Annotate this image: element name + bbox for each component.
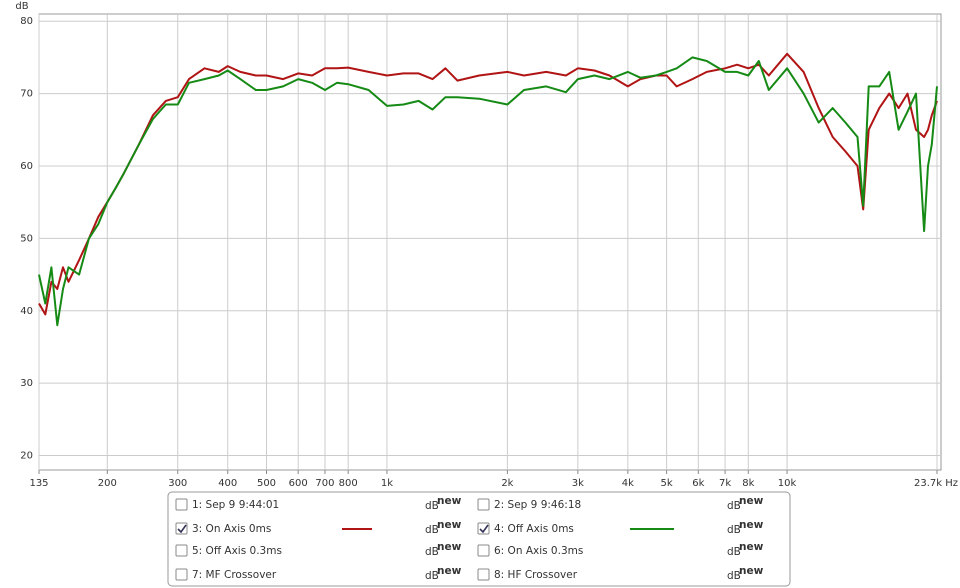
x-tick-label: 7k — [719, 478, 731, 489]
legend-label[interactable]: 5: Off Axis 0.3ms — [192, 545, 282, 557]
legend-label[interactable]: 1: Sep 9 9:44:01 — [192, 499, 279, 511]
x-tick-label: 5k — [661, 478, 673, 489]
legend-badge[interactable]: new — [437, 495, 462, 507]
y-tick-label: 70 — [20, 89, 33, 100]
legend-label[interactable]: 6: On Axis 0.3ms — [494, 545, 583, 557]
legend-badge[interactable]: new — [739, 519, 764, 531]
legend-unit: dB — [425, 546, 439, 558]
legend-badge[interactable]: new — [437, 519, 462, 531]
legend-label[interactable]: 7: MF Crossover — [192, 569, 277, 581]
x-tick-label: 700 — [315, 478, 334, 489]
checkbox[interactable] — [477, 522, 490, 535]
legend-unit: dB — [727, 524, 741, 536]
x-tick-label: 8k — [742, 478, 754, 489]
legend-unit: dB — [727, 546, 741, 558]
x-tick-label: 23.7k Hz — [914, 478, 958, 489]
y-axis-label: dB — [15, 1, 28, 12]
legend-label[interactable]: 2: Sep 9 9:46:18 — [494, 499, 581, 511]
y-tick-label: 30 — [20, 378, 33, 389]
checkbox[interactable] — [477, 498, 490, 511]
y-tick-label: 60 — [20, 161, 33, 172]
x-tick-label: 800 — [339, 478, 358, 489]
legend-label[interactable]: 8: HF Crossover — [494, 569, 578, 581]
y-tick-label: 20 — [20, 451, 33, 462]
legend-badge[interactable]: new — [739, 495, 764, 507]
y-tick-label: 40 — [20, 306, 33, 317]
plot-area — [38, 13, 942, 471]
checkmark — [479, 524, 489, 534]
x-tick-label: 135 — [29, 478, 48, 489]
legend-badge[interactable]: new — [739, 565, 764, 577]
legend-unit: dB — [727, 570, 741, 582]
legend-unit: dB — [425, 500, 439, 512]
checkmark — [177, 524, 187, 534]
legend-badge[interactable]: new — [437, 565, 462, 577]
checkbox[interactable] — [175, 498, 188, 511]
x-tick-label: 3k — [572, 478, 584, 489]
x-tick-label: 300 — [168, 478, 187, 489]
x-tick-label: 2k — [501, 478, 513, 489]
checkbox[interactable] — [175, 568, 188, 581]
x-tick-label: 1k — [381, 478, 393, 489]
legend-panel — [167, 491, 791, 587]
y-tick-label: 80 — [20, 16, 33, 27]
x-tick-label: 4k — [622, 478, 634, 489]
x-tick-label: 200 — [98, 478, 117, 489]
checkbox[interactable] — [477, 568, 490, 581]
legend-badge[interactable]: new — [739, 541, 764, 553]
checkbox[interactable] — [477, 544, 490, 557]
x-tick-label: 400 — [218, 478, 237, 489]
legend-unit: dB — [425, 524, 439, 536]
legend-label[interactable]: 4: Off Axis 0ms — [494, 523, 574, 535]
checkbox[interactable] — [175, 544, 188, 557]
x-tick-label: 600 — [289, 478, 308, 489]
legend-unit: dB — [727, 500, 741, 512]
x-tick-label: 500 — [257, 478, 276, 489]
legend-unit: dB — [425, 570, 439, 582]
legend-badge[interactable]: new — [437, 541, 462, 553]
checkbox[interactable] — [175, 522, 188, 535]
y-tick-label: 50 — [20, 233, 33, 244]
x-tick-label: 6k — [692, 478, 704, 489]
series-line — [38, 56, 938, 327]
legend-label[interactable]: 3: On Axis 0ms — [192, 523, 271, 535]
x-tick-label: 10k — [778, 478, 797, 489]
